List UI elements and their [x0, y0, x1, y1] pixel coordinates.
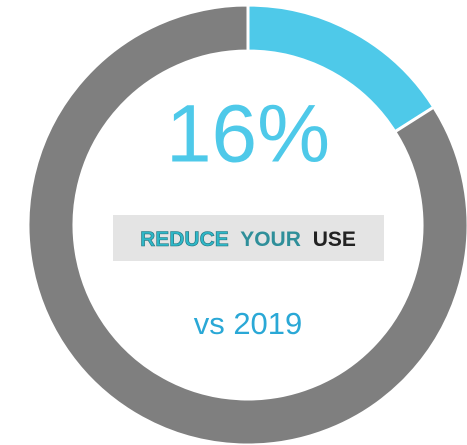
logo-word: REDUCE — [140, 228, 229, 251]
donut-segment — [26, 3, 467, 445]
subtitle: vs 2019 — [194, 306, 303, 341]
logo-word: USE — [313, 228, 356, 251]
logo-banner — [113, 215, 384, 261]
logo: REDUCE YOUR USE — [140, 228, 356, 251]
logo-word: YOUR — [240, 228, 301, 251]
value-label: 16% — [166, 89, 330, 180]
